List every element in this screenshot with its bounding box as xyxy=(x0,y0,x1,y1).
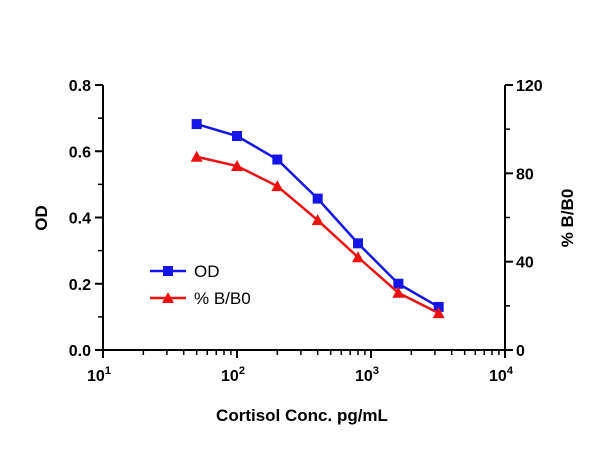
data-point-bb0 xyxy=(271,180,284,192)
legend-item-od: OD xyxy=(150,262,220,281)
legend-label-od: OD xyxy=(194,262,220,281)
data-point-od xyxy=(191,119,202,130)
data-point-bb0 xyxy=(352,251,365,263)
data-point-od xyxy=(353,238,364,249)
x-tick-label: 101 xyxy=(87,365,111,385)
y2-tick-label: 0 xyxy=(516,343,525,360)
y2-tick-label: 40 xyxy=(516,255,534,272)
x-axis-title: Cortisol Conc. pg/mL xyxy=(216,406,388,425)
y-tick-label: 0.6 xyxy=(69,144,91,161)
x-tick-label: 103 xyxy=(355,365,379,385)
axes: 101 102 103 104 0.0 0.2 0.4 0.6 0.8 0 40 80 120 xyxy=(69,78,543,385)
data-point-bb0 xyxy=(231,160,243,172)
legend-marker-bb0 xyxy=(162,292,174,303)
y-ticks-left: 0.0 0.2 0.4 0.6 0.8 xyxy=(69,78,103,360)
legend-item-bb0: % B/B0 xyxy=(150,289,251,308)
data-point-od xyxy=(393,278,404,289)
data-point-od xyxy=(433,301,444,312)
y-tick-label: 0.8 xyxy=(69,78,91,95)
data-point-od xyxy=(232,131,242,142)
x-tick-label: 102 xyxy=(221,365,245,385)
legend: OD % B/B0 xyxy=(150,262,251,308)
x-ticks: 101 102 103 104 xyxy=(87,350,514,385)
legend-label-bb0: % B/B0 xyxy=(194,289,251,308)
y2-tick-label: 80 xyxy=(516,166,534,183)
data-point-bb0 xyxy=(190,150,203,162)
y2-tick-label: 120 xyxy=(516,78,543,95)
data-point-bb0 xyxy=(392,286,405,298)
y-axis-title: OD xyxy=(32,205,51,231)
data-point-od xyxy=(312,193,323,204)
data-point-bb0 xyxy=(432,307,445,319)
series-layer xyxy=(190,119,445,319)
y-tick-label: 0.4 xyxy=(69,211,91,228)
y-tick-label: 0.0 xyxy=(69,343,91,360)
y2-axis-title: % B/B0 xyxy=(558,189,577,248)
y-tick-label: 0.2 xyxy=(69,277,91,294)
data-point-bb0 xyxy=(311,214,324,226)
y-ticks-right: 0 40 80 120 xyxy=(505,78,543,360)
data-point-od xyxy=(272,154,283,165)
x-tick-label: 104 xyxy=(489,365,514,385)
legend-marker-od xyxy=(163,266,173,276)
